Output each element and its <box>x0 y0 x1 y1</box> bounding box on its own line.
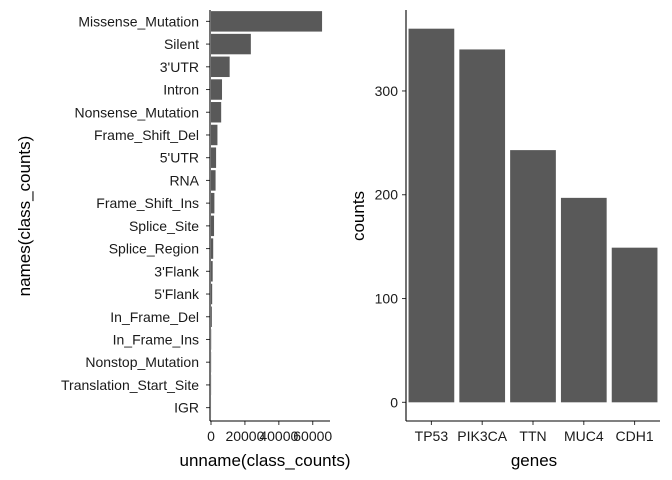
tick-label-3-utr: 3'UTR <box>160 59 199 75</box>
gene-tick-labels: TP53 PIK3CA TTN MUC4 CDH1 <box>415 421 654 444</box>
tick-label-in-frame-del: In_Frame_Del <box>110 309 199 325</box>
mutation-class-tick-labels: Missense_Mutation Silent 3'UTR Intron Nonsen… <box>61 13 210 416</box>
tick-label-rna: RNA <box>169 172 199 188</box>
bar-rna <box>211 170 216 191</box>
tick-label-cdh1: CDH1 <box>616 428 654 444</box>
tick-label-igr: IGR <box>174 400 199 416</box>
gene-count-bars <box>408 28 658 403</box>
tick-label-3-flank: 3'Flank <box>154 263 200 279</box>
left-x-axis-title: unname(class_counts) <box>179 451 350 470</box>
bar-missense-mutation <box>211 11 323 32</box>
y-tick-label-3: 300 <box>375 83 399 99</box>
tick-label-nonstop-mutation: Nonstop_Mutation <box>85 354 199 370</box>
bar-frame-shift-del <box>211 124 218 146</box>
bar-muc4 <box>560 197 607 403</box>
tick-label-translation-start-site: Translation_Start_Site <box>61 377 199 393</box>
right-x-axis-title: genes <box>511 451 557 470</box>
bar-splice-region <box>211 238 214 259</box>
tick-label-nonsense-mutation: Nonsense_Mutation <box>74 104 199 120</box>
tick-label-missense-mutation: Missense_Mutation <box>78 13 199 29</box>
tick-label-muc4: MUC4 <box>564 428 604 444</box>
bar-silent <box>211 33 251 55</box>
right-y-axis-title: counts <box>349 191 368 241</box>
y-tick-label-0: 0 <box>390 394 398 410</box>
bar-intron <box>211 79 223 100</box>
tick-label-splice-region: Splice_Region <box>109 241 199 257</box>
mutation-class-chart: Missense_Mutation Silent 3'UTR Intron Nonsen… <box>15 10 351 470</box>
mutation-class-bars <box>211 11 323 418</box>
tick-label-pik3ca: PIK3CA <box>457 428 507 444</box>
tick-label-splice-site: Splice_Site <box>129 218 199 234</box>
x-tick-label-2: 40000 <box>259 428 298 444</box>
tick-label-frame-shift-ins: Frame_Shift_Ins <box>96 195 199 211</box>
tick-label-silent: Silent <box>164 36 199 52</box>
y-tick-label-1: 100 <box>375 291 399 307</box>
tick-label-intron: Intron <box>163 82 199 98</box>
bar-in-frame-del <box>211 306 212 327</box>
bar-tp53 <box>408 28 455 403</box>
bar-ttn <box>510 150 556 403</box>
x-tick-label-3: 60000 <box>293 428 332 444</box>
tick-label-frame-shift-del: Frame_Shift_Del <box>94 127 199 143</box>
bar-pik3ca <box>459 49 506 403</box>
bar-3-utr <box>211 56 230 78</box>
x-tick-label-1: 20000 <box>225 428 264 444</box>
bar-frame-shift-ins <box>211 192 215 214</box>
tick-label-in-frame-ins: In_Frame_Ins <box>113 331 199 347</box>
tick-label-ttn: TTN <box>519 428 546 444</box>
x-tick-label-0: 0 <box>207 428 215 444</box>
bar-splice-site <box>211 215 215 237</box>
tick-label-5-utr: 5'UTR <box>160 150 199 166</box>
bar-cdh1 <box>611 247 658 403</box>
y-tick-label-2: 200 <box>375 187 399 203</box>
bar-5-utr <box>211 147 217 168</box>
bar-3-flank <box>211 261 213 282</box>
bar-5-flank <box>211 283 213 305</box>
gene-counts-chart: TP53 PIK3CA TTN MUC4 CDH1 0 100 200 300 genes c… <box>349 10 660 470</box>
left-y-axis-title: names(class_counts) <box>15 136 34 297</box>
tick-label-5-flank: 5'Flank <box>154 286 200 302</box>
counts-axis-ticks: 0 100 200 300 <box>375 83 406 410</box>
bar-nonsense-mutation <box>211 102 222 123</box>
tick-label-tp53: TP53 <box>415 428 449 444</box>
